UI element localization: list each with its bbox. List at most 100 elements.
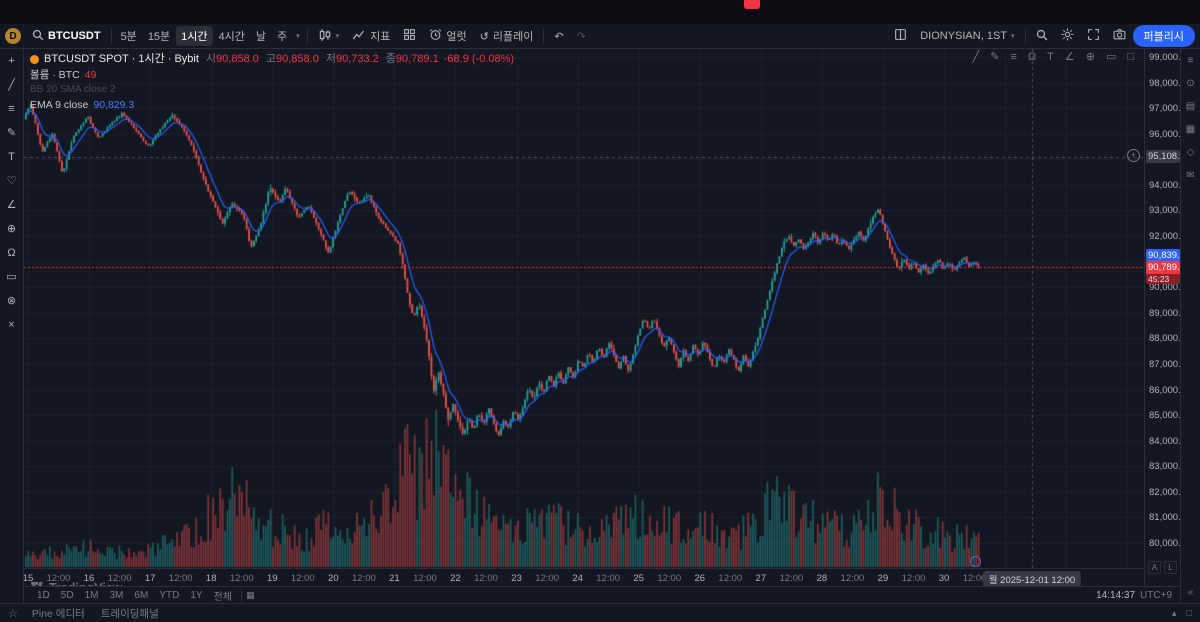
- time-axis-day-label: 16: [83, 573, 95, 584]
- timeframe-dropdown-icon[interactable]: ▾: [296, 33, 300, 40]
- time-axis-hour-label: 12:00: [107, 573, 132, 584]
- emoji-tool-icon[interactable]: ♡: [6, 175, 17, 187]
- hotlist-icon[interactable]: ▤: [1185, 101, 1196, 112]
- trend-line-tool-icon[interactable]: ╱: [8, 79, 15, 91]
- fav-zoom-icon[interactable]: ⊕: [1085, 51, 1095, 63]
- fav-rectangle-icon[interactable]: ▭: [1105, 51, 1117, 63]
- fib-retracement-tool-icon[interactable]: ≡: [8, 103, 15, 115]
- collapse-panel-icon[interactable]: «: [1187, 587, 1194, 598]
- favorites-star-icon[interactable]: ☆: [8, 607, 18, 620]
- settings-button[interactable]: [1055, 26, 1080, 46]
- ideas-icon[interactable]: ◇: [1186, 147, 1195, 158]
- text-tool-icon[interactable]: T: [8, 151, 15, 163]
- panel-window-icon[interactable]: □: [1186, 607, 1192, 618]
- crosshair-tool-icon[interactable]: +: [8, 55, 15, 67]
- alerts-icon[interactable]: ⊙: [1186, 78, 1195, 89]
- publish-button[interactable]: 퍼블리시: [1132, 25, 1195, 47]
- legend-ema-row[interactable]: EMA 9 close 90,829.3: [30, 98, 514, 112]
- expand-panel-icon[interactable]: ▴: [1172, 607, 1177, 618]
- volume-label: 볼륨 · BTC: [30, 68, 80, 81]
- templates-grid-icon: [403, 28, 416, 44]
- measure-tool-icon[interactable]: ∠: [6, 199, 17, 211]
- fullscreen-button[interactable]: [1081, 26, 1106, 46]
- low-value: 90,733.2: [335, 53, 379, 65]
- indicators-button[interactable]: 지표: [346, 26, 396, 47]
- timeframe-button[interactable]: 날: [255, 31, 267, 43]
- replay-button[interactable]: ↺ 리플레이: [474, 26, 540, 46]
- range-button[interactable]: 3M: [109, 589, 124, 601]
- magnet-tool-icon[interactable]: Ω: [7, 247, 16, 259]
- chart-canvas[interactable]: [24, 49, 1144, 568]
- legend-hidden-indicator-row[interactable]: BB 20 SMA close 2: [30, 83, 514, 97]
- fav-measure-icon[interactable]: ∠: [1064, 51, 1075, 63]
- indicator-templates-button[interactable]: [397, 26, 422, 46]
- price-axis[interactable]: 90,839.3 90,789.1 45:23 95,108.2 A L 99,…: [1144, 49, 1186, 586]
- symbol-search-button[interactable]: BTCUSDT: [26, 27, 107, 46]
- timeframe-button[interactable]: 5분: [120, 31, 137, 43]
- price-axis-label: 80,000.0: [1149, 538, 1186, 550]
- fav-brush-icon[interactable]: ✎: [990, 51, 1000, 63]
- fav-fullscreen-icon[interactable]: □: [1127, 51, 1134, 63]
- price-axis-label: 83,000.0: [1149, 461, 1186, 473]
- calendar-icon[interactable]: ▦: [1185, 124, 1196, 135]
- alert-button[interactable]: 얼럿: [423, 26, 472, 46]
- range-buttons: 1D 5D 1M 3M 6M YTD 1Y 전체: [32, 588, 237, 603]
- range-button[interactable]: YTD: [159, 589, 180, 601]
- add-alert-button[interactable]: +: [1127, 149, 1140, 162]
- range-button[interactable]: 1D: [37, 589, 50, 601]
- layout-button[interactable]: [888, 26, 913, 46]
- range-button[interactable]: 5D: [60, 589, 74, 601]
- timeframe-button[interactable]: 4시간: [218, 31, 245, 43]
- time-axis-hour-label: 12:00: [168, 573, 193, 584]
- watchlist-icon[interactable]: ≡: [1187, 55, 1194, 66]
- chevron-down-icon: ▾: [335, 33, 340, 40]
- fav-trend-line-icon[interactable]: ╱: [972, 51, 980, 63]
- symbol-search-label: BTCUSDT: [48, 30, 101, 42]
- chevron-down-icon: ▾: [1011, 33, 1015, 40]
- timeframe-group: 5분 15분 1시간 4시간 날 주: [116, 26, 293, 46]
- fav-horizontal-line-icon[interactable]: ≡: [1010, 51, 1017, 63]
- redo-button[interactable]: ↷: [571, 28, 592, 45]
- time-axis[interactable]: 월 2025-12-01 12:00 15 12:00 16 12:00 17 12:00…: [23, 568, 1144, 587]
- quick-search-button[interactable]: [1030, 27, 1054, 46]
- clock-timezone[interactable]: UTC+9: [1140, 589, 1172, 601]
- go-to-date-icon[interactable]: ▦: [245, 589, 255, 600]
- fav-magnet-icon[interactable]: Ω: [1027, 51, 1037, 63]
- time-axis-hour-label: 12:00: [351, 573, 376, 584]
- chart-area[interactable]: BTCUSDT SPOT · 1시간 · Bybit 시90,858.0 고90…: [24, 49, 1144, 568]
- clock-time[interactable]: 14:14:37: [1096, 589, 1136, 601]
- timeframe-button[interactable]: 1시간: [176, 26, 213, 46]
- auto-scale-toggle[interactable]: A: [1148, 561, 1161, 574]
- legend-symbol-row[interactable]: BTCUSDT SPOT · 1시간 · Bybit 시90,858.0 고90…: [30, 52, 514, 67]
- time-axis-hour-label: 12:00: [779, 573, 804, 584]
- timeframe-button[interactable]: 주: [277, 31, 288, 43]
- range-button[interactable]: 전체: [213, 591, 232, 603]
- lock-tool-icon[interactable]: ⊗: [6, 295, 17, 307]
- bottom-tab[interactable]: 트레이딩패널: [100, 607, 159, 620]
- account-layout-menu[interactable]: DIONYSIAN, 1ST ▾: [914, 28, 1020, 44]
- legend-volume-row[interactable]: 볼륨 · BTC 49: [30, 68, 514, 82]
- chat-icon[interactable]: ✉: [1186, 170, 1195, 181]
- user-avatar[interactable]: D: [5, 28, 21, 44]
- snapshot-button[interactable]: [1107, 26, 1132, 46]
- time-axis-hour-label: 12:00: [290, 573, 315, 584]
- ruler-tool-icon[interactable]: ▭: [6, 271, 17, 283]
- zoom-tool-icon[interactable]: ⊕: [6, 223, 17, 235]
- crosshair-date-badge: 월 2025-12-01 12:00: [982, 571, 1082, 587]
- close-value: 90,789.1: [395, 53, 439, 65]
- symbol-logo: [30, 54, 39, 64]
- brush-tool-icon[interactable]: ✎: [6, 127, 17, 139]
- range-button[interactable]: 1Y: [190, 589, 203, 601]
- price-axis-label: 88,000.0: [1149, 333, 1186, 345]
- chart-type-button[interactable]: ▾: [312, 26, 346, 47]
- fav-text-icon[interactable]: T: [1047, 51, 1054, 63]
- timeframe-button[interactable]: 15분: [147, 31, 171, 43]
- undo-button[interactable]: ↶: [548, 28, 569, 45]
- range-button[interactable]: 1M: [84, 589, 99, 601]
- range-button[interactable]: 6M: [134, 589, 149, 601]
- bottom-tab[interactable]: Pine 에디터: [31, 607, 85, 620]
- time-axis-day-label: 30: [938, 573, 950, 584]
- remove-objects-tool-icon[interactable]: ×: [8, 319, 15, 331]
- log-scale-toggle[interactable]: L: [1164, 561, 1177, 574]
- fullscreen-icon: [1087, 28, 1100, 44]
